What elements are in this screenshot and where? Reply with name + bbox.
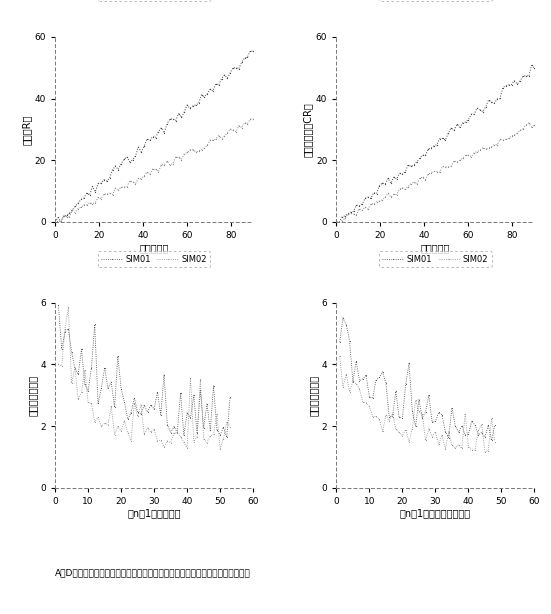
Y-axis label: 経過時間（秒）: 経過時間（秒）: [28, 375, 37, 416]
Legend: SIM01, SIM02: SIM01, SIM02: [98, 0, 210, 1]
Y-axis label: 経過時間（秒）: 経過時間（秒）: [309, 375, 319, 416]
X-axis label: （n＋1）回　応答: （n＋1）回 応答: [127, 508, 181, 518]
Text: A～Dは、上側のパネル（左から右へ）から下側のパネル（左から右へ）へと。: A～Dは、上側のパネル（左から右へ）から下側のパネル（左から右へ）へと。: [55, 569, 251, 577]
Y-axis label: 応答（R）: 応答（R）: [22, 114, 32, 144]
Y-axis label: 正しい応答（CR）: 正しい応答（CR）: [303, 102, 313, 157]
X-axis label: 時間（秒）: 時間（秒）: [139, 243, 169, 253]
X-axis label: 時間（秒）: 時間（秒）: [421, 243, 450, 253]
Legend: SIM01, SIM02: SIM01, SIM02: [98, 251, 210, 267]
X-axis label: （n＋1）回　正しい応答: （n＋1）回 正しい応答: [400, 508, 471, 518]
Legend: SIM01, SIM02: SIM01, SIM02: [379, 0, 491, 1]
Legend: SIM01, SIM02: SIM01, SIM02: [379, 251, 491, 267]
